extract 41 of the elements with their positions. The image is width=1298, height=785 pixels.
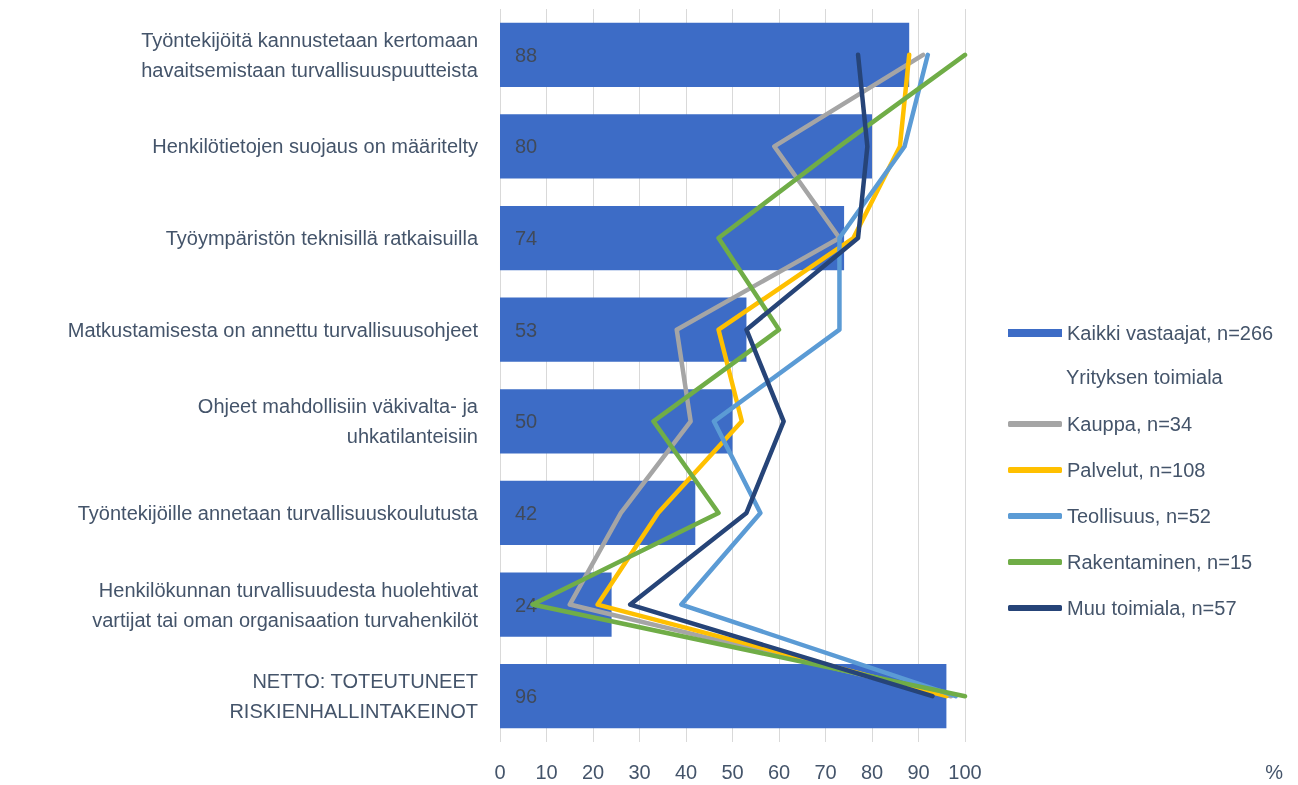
- legend-label: Teollisuus, n=52: [1067, 505, 1211, 527]
- x-tick-label: 80: [860, 761, 884, 783]
- y-tick-label: Henkilötietojen suojaus on määritelty: [152, 135, 478, 158]
- bar: [500, 114, 872, 179]
- bar: [500, 22, 910, 87]
- data-label: 42: [515, 501, 538, 524]
- x-tick-label: 0: [494, 761, 506, 783]
- bar: [500, 297, 747, 362]
- bar: [500, 389, 733, 454]
- data-label: 53: [515, 318, 538, 341]
- data-label: 96: [515, 685, 538, 708]
- y-tick-label: Työympäristön teknisillä ratkaisuilla: [165, 227, 479, 250]
- x-tick-label: 100: [948, 761, 982, 783]
- data-label: 80: [515, 135, 538, 158]
- y-tick-label: Matkustamisesta on annettu turvallisuusohjeet: [67, 318, 479, 341]
- x-tick-label: 60: [767, 761, 791, 783]
- x-tick-label: 70: [814, 761, 837, 783]
- legend-label: Kauppa, n=34: [1067, 413, 1193, 435]
- x-tick-label: 50: [721, 761, 744, 783]
- x-tick-label: 90: [907, 761, 930, 783]
- bar: [500, 480, 696, 546]
- legend-title: Yrityksen toimiala: [1066, 366, 1224, 388]
- data-label: 50: [515, 410, 538, 433]
- x-tick-label: 30: [628, 761, 651, 783]
- x-tick-label: 20: [581, 761, 605, 783]
- y-tick-label: Henkilökunnan turvallisuudesta huolehtivat vartijat tai oman organisaation turvahenkilöt: [92, 578, 479, 631]
- y-tick-label: Ohjeet mahdollisiin väkivalta- ja uhkatilanteisiin: [197, 395, 479, 448]
- y-tick-label: Työntekijöitä kannustetaan kertomaan havaitsemistaan turvallisuuspuutteista: [141, 28, 479, 81]
- data-label: 74: [515, 227, 538, 250]
- x-tick-label: 40: [674, 761, 698, 783]
- legend-label: Rakentaminen, n=15: [1067, 551, 1253, 573]
- legend-label: Palvelut, n=108: [1067, 459, 1206, 481]
- bar: [500, 205, 845, 271]
- legend-label: Muu toimiala, n=57: [1067, 597, 1237, 619]
- x-tick-label: 10: [535, 761, 558, 783]
- y-tick-label: NETTO: TOTEUTUNEET RISKIENHALLINTAKEINOT: [229, 670, 478, 723]
- bar: [500, 664, 947, 729]
- y-tick-label: Työntekijöille annetaan turvallisuuskoulutusta: [77, 501, 479, 524]
- text: %: [1265, 761, 1284, 783]
- data-label: 88: [515, 43, 538, 66]
- legend-label: Kaikki vastaajat, n=266: [1067, 322, 1274, 344]
